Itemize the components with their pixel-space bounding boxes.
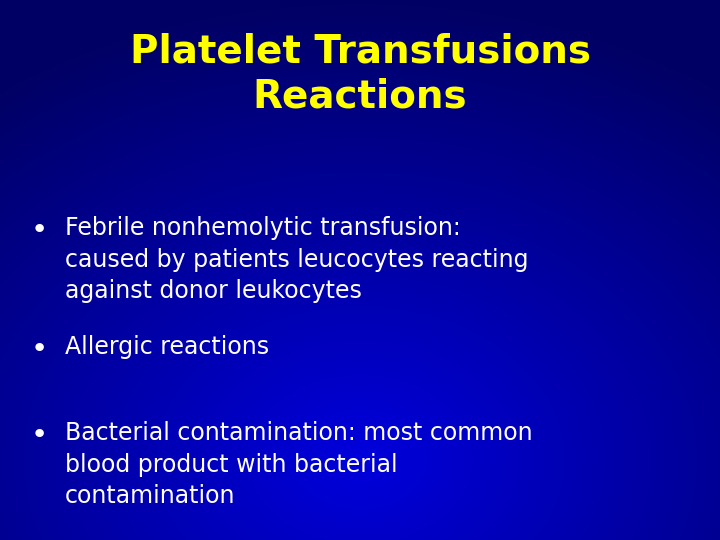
Text: •: • [31, 335, 48, 363]
Text: Febrile nonhemolytic transfusion:
caused by patients leucocytes reacting
against: Febrile nonhemolytic transfusion: caused… [65, 216, 528, 303]
Text: •: • [31, 216, 48, 244]
Text: Bacterial contamination: most common
blood product with bacterial
contamination: Bacterial contamination: most common blo… [65, 421, 532, 508]
Text: Allergic reactions: Allergic reactions [65, 335, 269, 359]
Text: Platelet Transfusions
Reactions: Platelet Transfusions Reactions [130, 32, 590, 116]
Text: •: • [31, 421, 48, 449]
